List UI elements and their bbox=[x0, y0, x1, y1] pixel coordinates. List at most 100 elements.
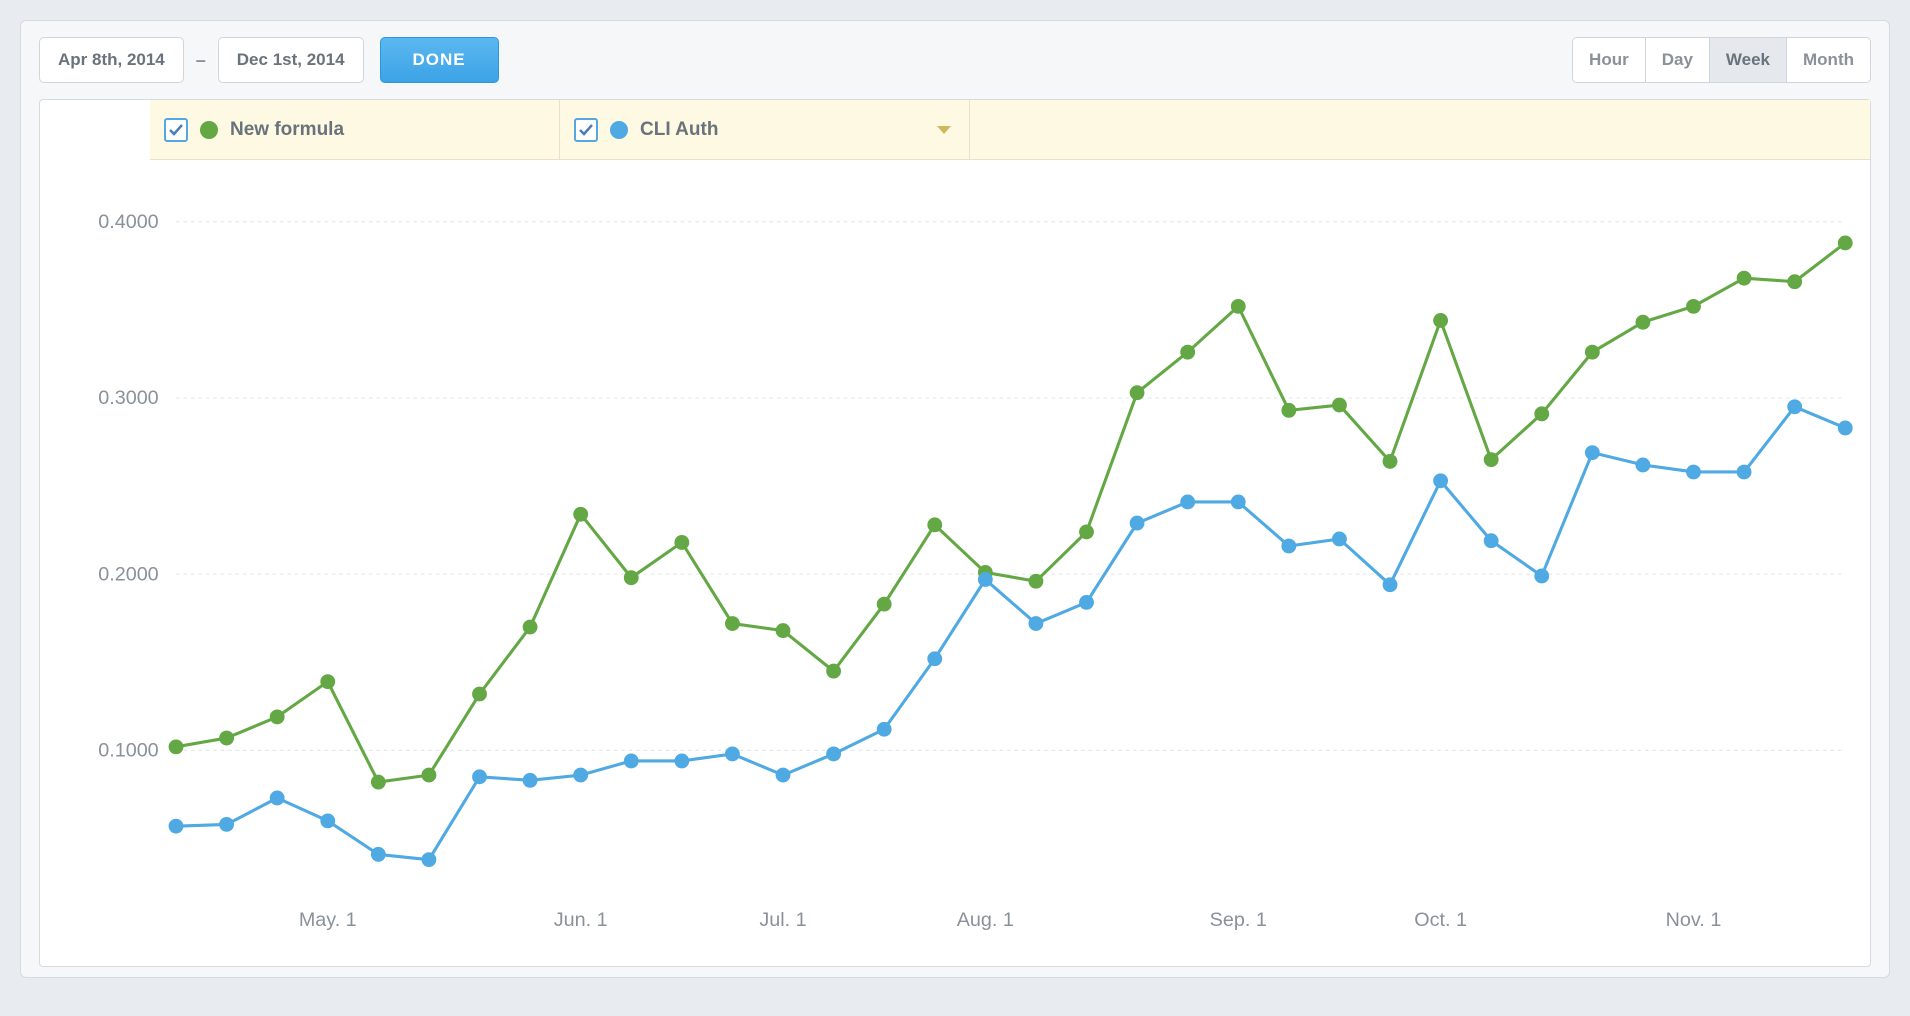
data-point[interactable] bbox=[219, 731, 234, 746]
data-point[interactable] bbox=[1686, 465, 1701, 480]
x-tick-label: Sep. 1 bbox=[1210, 909, 1267, 931]
data-point[interactable] bbox=[472, 687, 487, 702]
data-point[interactable] bbox=[725, 746, 740, 761]
data-point[interactable] bbox=[573, 507, 588, 522]
data-point[interactable] bbox=[1433, 313, 1448, 328]
data-point[interactable] bbox=[1737, 271, 1752, 286]
data-point[interactable] bbox=[877, 597, 892, 612]
data-point[interactable] bbox=[573, 768, 588, 783]
data-point[interactable] bbox=[978, 572, 993, 587]
data-point[interactable] bbox=[422, 768, 437, 783]
data-point[interactable] bbox=[1585, 345, 1600, 360]
data-point[interactable] bbox=[1281, 539, 1296, 554]
data-point[interactable] bbox=[826, 746, 841, 761]
data-point[interactable] bbox=[1787, 399, 1802, 414]
data-point[interactable] bbox=[270, 709, 285, 724]
legend-bar: New formula CLI Auth bbox=[150, 100, 1870, 160]
x-tick-label: Aug. 1 bbox=[957, 909, 1014, 931]
data-point[interactable] bbox=[270, 791, 285, 806]
data-point[interactable] bbox=[1433, 473, 1448, 488]
toolbar: Apr 8th, 2014 – Dec 1st, 2014 DONE HourD… bbox=[39, 37, 1871, 83]
data-point[interactable] bbox=[1534, 406, 1549, 421]
date-from-button[interactable]: Apr 8th, 2014 bbox=[39, 37, 184, 83]
data-point[interactable] bbox=[1029, 574, 1044, 589]
data-point[interactable] bbox=[674, 754, 689, 769]
x-tick-label: Jul. 1 bbox=[759, 909, 806, 931]
data-point[interactable] bbox=[1029, 616, 1044, 631]
x-tick-label: May. 1 bbox=[299, 909, 357, 931]
series-line bbox=[176, 243, 1845, 782]
data-point[interactable] bbox=[1636, 458, 1651, 473]
data-point[interactable] bbox=[674, 535, 689, 550]
data-point[interactable] bbox=[624, 570, 639, 585]
data-point[interactable] bbox=[826, 664, 841, 679]
data-point[interactable] bbox=[776, 623, 791, 638]
y-tick-label: 0.1000 bbox=[98, 740, 158, 762]
x-tick-label: Oct. 1 bbox=[1414, 909, 1467, 931]
data-point[interactable] bbox=[927, 651, 942, 666]
chart-panel: Apr 8th, 2014 – Dec 1st, 2014 DONE HourD… bbox=[20, 20, 1890, 978]
data-point[interactable] bbox=[1737, 465, 1752, 480]
granularity-week[interactable]: Week bbox=[1710, 38, 1787, 82]
granularity-toggle: HourDayWeekMonth bbox=[1572, 37, 1871, 83]
legend-label: CLI Auth bbox=[640, 119, 718, 141]
date-separator: – bbox=[192, 50, 210, 71]
data-point[interactable] bbox=[624, 754, 639, 769]
data-point[interactable] bbox=[472, 769, 487, 784]
data-point[interactable] bbox=[1079, 524, 1094, 539]
data-point[interactable] bbox=[1180, 495, 1195, 510]
data-point[interactable] bbox=[1383, 577, 1398, 592]
data-point[interactable] bbox=[371, 775, 386, 790]
legend-swatch-icon bbox=[200, 121, 218, 139]
data-point[interactable] bbox=[169, 819, 184, 834]
y-tick-label: 0.3000 bbox=[98, 387, 158, 409]
line-chart: 0.10000.20000.30000.4000May. 1Jun. 1Jul.… bbox=[40, 100, 1870, 966]
data-point[interactable] bbox=[1332, 398, 1347, 413]
data-point[interactable] bbox=[1130, 516, 1145, 531]
data-point[interactable] bbox=[1079, 595, 1094, 610]
date-to-button[interactable]: Dec 1st, 2014 bbox=[218, 37, 364, 83]
data-point[interactable] bbox=[422, 852, 437, 867]
done-button[interactable]: DONE bbox=[380, 37, 499, 83]
data-point[interactable] bbox=[1180, 345, 1195, 360]
data-point[interactable] bbox=[1383, 454, 1398, 469]
granularity-month[interactable]: Month bbox=[1787, 38, 1870, 82]
data-point[interactable] bbox=[1281, 403, 1296, 418]
data-point[interactable] bbox=[1231, 495, 1246, 510]
legend-item-1[interactable]: CLI Auth bbox=[560, 100, 970, 159]
data-point[interactable] bbox=[927, 517, 942, 532]
data-point[interactable] bbox=[1332, 532, 1347, 547]
data-point[interactable] bbox=[219, 817, 234, 832]
data-point[interactable] bbox=[725, 616, 740, 631]
data-point[interactable] bbox=[1231, 299, 1246, 314]
data-point[interactable] bbox=[371, 847, 386, 862]
data-point[interactable] bbox=[1484, 533, 1499, 548]
legend-checkbox[interactable] bbox=[574, 118, 598, 142]
legend-checkbox[interactable] bbox=[164, 118, 188, 142]
data-point[interactable] bbox=[1787, 274, 1802, 289]
data-point[interactable] bbox=[320, 813, 335, 828]
legend-item-0[interactable]: New formula bbox=[150, 100, 560, 159]
data-point[interactable] bbox=[1534, 569, 1549, 584]
data-point[interactable] bbox=[1838, 236, 1853, 251]
x-tick-label: Nov. 1 bbox=[1666, 909, 1722, 931]
data-point[interactable] bbox=[877, 722, 892, 737]
data-point[interactable] bbox=[523, 620, 538, 635]
data-point[interactable] bbox=[1686, 299, 1701, 314]
granularity-day[interactable]: Day bbox=[1646, 38, 1710, 82]
data-point[interactable] bbox=[1585, 445, 1600, 460]
data-point[interactable] bbox=[169, 739, 184, 754]
data-point[interactable] bbox=[1484, 452, 1499, 467]
data-point[interactable] bbox=[523, 773, 538, 788]
data-point[interactable] bbox=[1838, 421, 1853, 436]
granularity-hour[interactable]: Hour bbox=[1573, 38, 1646, 82]
data-point[interactable] bbox=[1130, 385, 1145, 400]
data-point[interactable] bbox=[776, 768, 791, 783]
data-point[interactable] bbox=[1636, 315, 1651, 330]
data-point[interactable] bbox=[320, 674, 335, 689]
x-tick-label: Jun. 1 bbox=[554, 909, 608, 931]
legend-swatch-icon bbox=[610, 121, 628, 139]
y-tick-label: 0.2000 bbox=[98, 563, 158, 585]
series-line bbox=[176, 407, 1845, 860]
chevron-down-icon[interactable] bbox=[937, 126, 951, 134]
